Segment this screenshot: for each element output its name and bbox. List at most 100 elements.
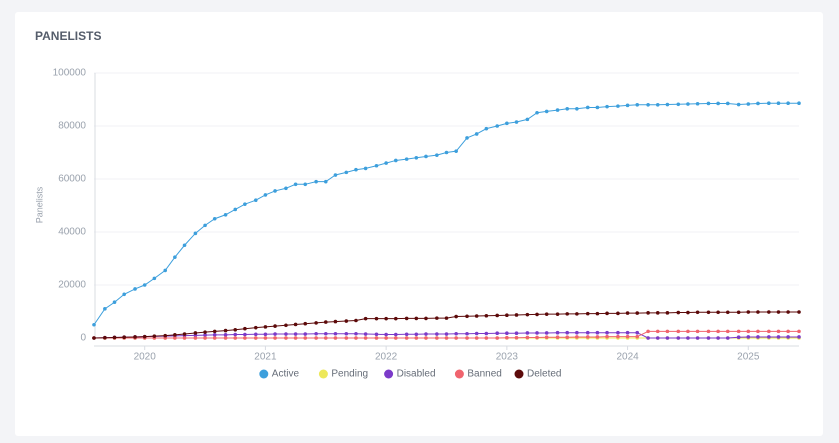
legend-swatch (318, 369, 328, 379)
data-point (484, 126, 489, 131)
data-point (142, 283, 147, 287)
data-point (212, 216, 217, 221)
data-point (303, 321, 308, 326)
data-point (565, 335, 570, 340)
data-point (535, 331, 539, 335)
data-point (725, 310, 730, 315)
legend-label: Pending (331, 369, 368, 380)
data-point (767, 310, 771, 314)
data-point (474, 132, 479, 136)
data-point (354, 336, 358, 340)
data-point (525, 331, 530, 335)
data-point (293, 182, 298, 187)
x-tick-label: 2020 (134, 352, 157, 363)
data-point (595, 311, 600, 316)
data-point (505, 331, 509, 336)
data-point (333, 319, 338, 324)
data-point (344, 170, 349, 175)
data-point (284, 332, 288, 336)
data-point (655, 329, 660, 334)
data-point (555, 312, 560, 316)
data-point (746, 329, 751, 334)
data-point (384, 316, 388, 321)
data-point (414, 156, 419, 160)
data-point (635, 103, 640, 107)
data-point (323, 179, 328, 184)
data-point (535, 312, 539, 317)
data-point (393, 332, 398, 337)
data-point (646, 336, 650, 340)
y-tick-label: 40000 (58, 227, 86, 238)
data-point (695, 329, 700, 334)
data-point (525, 335, 530, 340)
data-point (756, 335, 760, 339)
data-point (665, 329, 670, 334)
data-point (646, 329, 650, 334)
data-point (474, 336, 479, 340)
data-point (142, 334, 147, 339)
data-point (173, 255, 177, 259)
data-point (686, 310, 690, 315)
data-point (344, 336, 349, 340)
data-point (384, 161, 388, 165)
data-point (273, 189, 277, 193)
data-point (484, 313, 489, 318)
data-point (555, 108, 560, 112)
data-point (243, 336, 247, 340)
data-point (414, 332, 419, 337)
data-point (212, 329, 217, 334)
data-point (243, 326, 247, 331)
data-point (797, 329, 801, 334)
data-point (203, 223, 207, 228)
x-tick-label: 2025 (737, 352, 760, 363)
data-point (797, 310, 801, 314)
data-point (635, 311, 640, 315)
data-point (414, 316, 419, 321)
data-point (786, 329, 790, 334)
data-point (505, 121, 509, 126)
data-point (725, 101, 730, 106)
data-point (565, 330, 570, 335)
data-point (314, 331, 318, 336)
data-point (585, 330, 590, 335)
data-point (655, 336, 660, 340)
data-point (454, 336, 458, 340)
data-point (404, 336, 409, 340)
y-tick-label: 60000 (58, 174, 86, 185)
data-point (424, 332, 428, 336)
data-point (454, 331, 458, 336)
data-point (333, 336, 338, 340)
data-point (163, 268, 168, 273)
data-point (544, 312, 549, 316)
data-point (133, 287, 137, 291)
data-point (293, 332, 298, 336)
data-point (585, 335, 590, 339)
data-point (293, 322, 298, 327)
data-point (605, 104, 609, 109)
data-point (616, 330, 620, 335)
data-point (544, 335, 549, 340)
data-point (435, 332, 439, 336)
data-point (655, 103, 660, 107)
data-point (253, 336, 258, 340)
data-point (686, 336, 690, 340)
data-point (424, 154, 428, 159)
data-point (706, 101, 711, 106)
data-point (374, 163, 379, 168)
legend-swatch (454, 369, 464, 379)
data-point (303, 332, 308, 336)
data-point (505, 335, 509, 340)
data-point (665, 102, 670, 107)
data-point (767, 101, 771, 106)
data-point (454, 314, 458, 319)
data-point (233, 332, 238, 337)
data-point (212, 333, 217, 337)
y-tick-label: 20000 (58, 280, 86, 291)
data-point (514, 335, 519, 340)
data-point (273, 332, 277, 336)
data-point (193, 331, 198, 335)
data-point (625, 311, 630, 315)
data-point (746, 310, 751, 314)
data-point (585, 311, 590, 316)
data-point (112, 335, 117, 340)
